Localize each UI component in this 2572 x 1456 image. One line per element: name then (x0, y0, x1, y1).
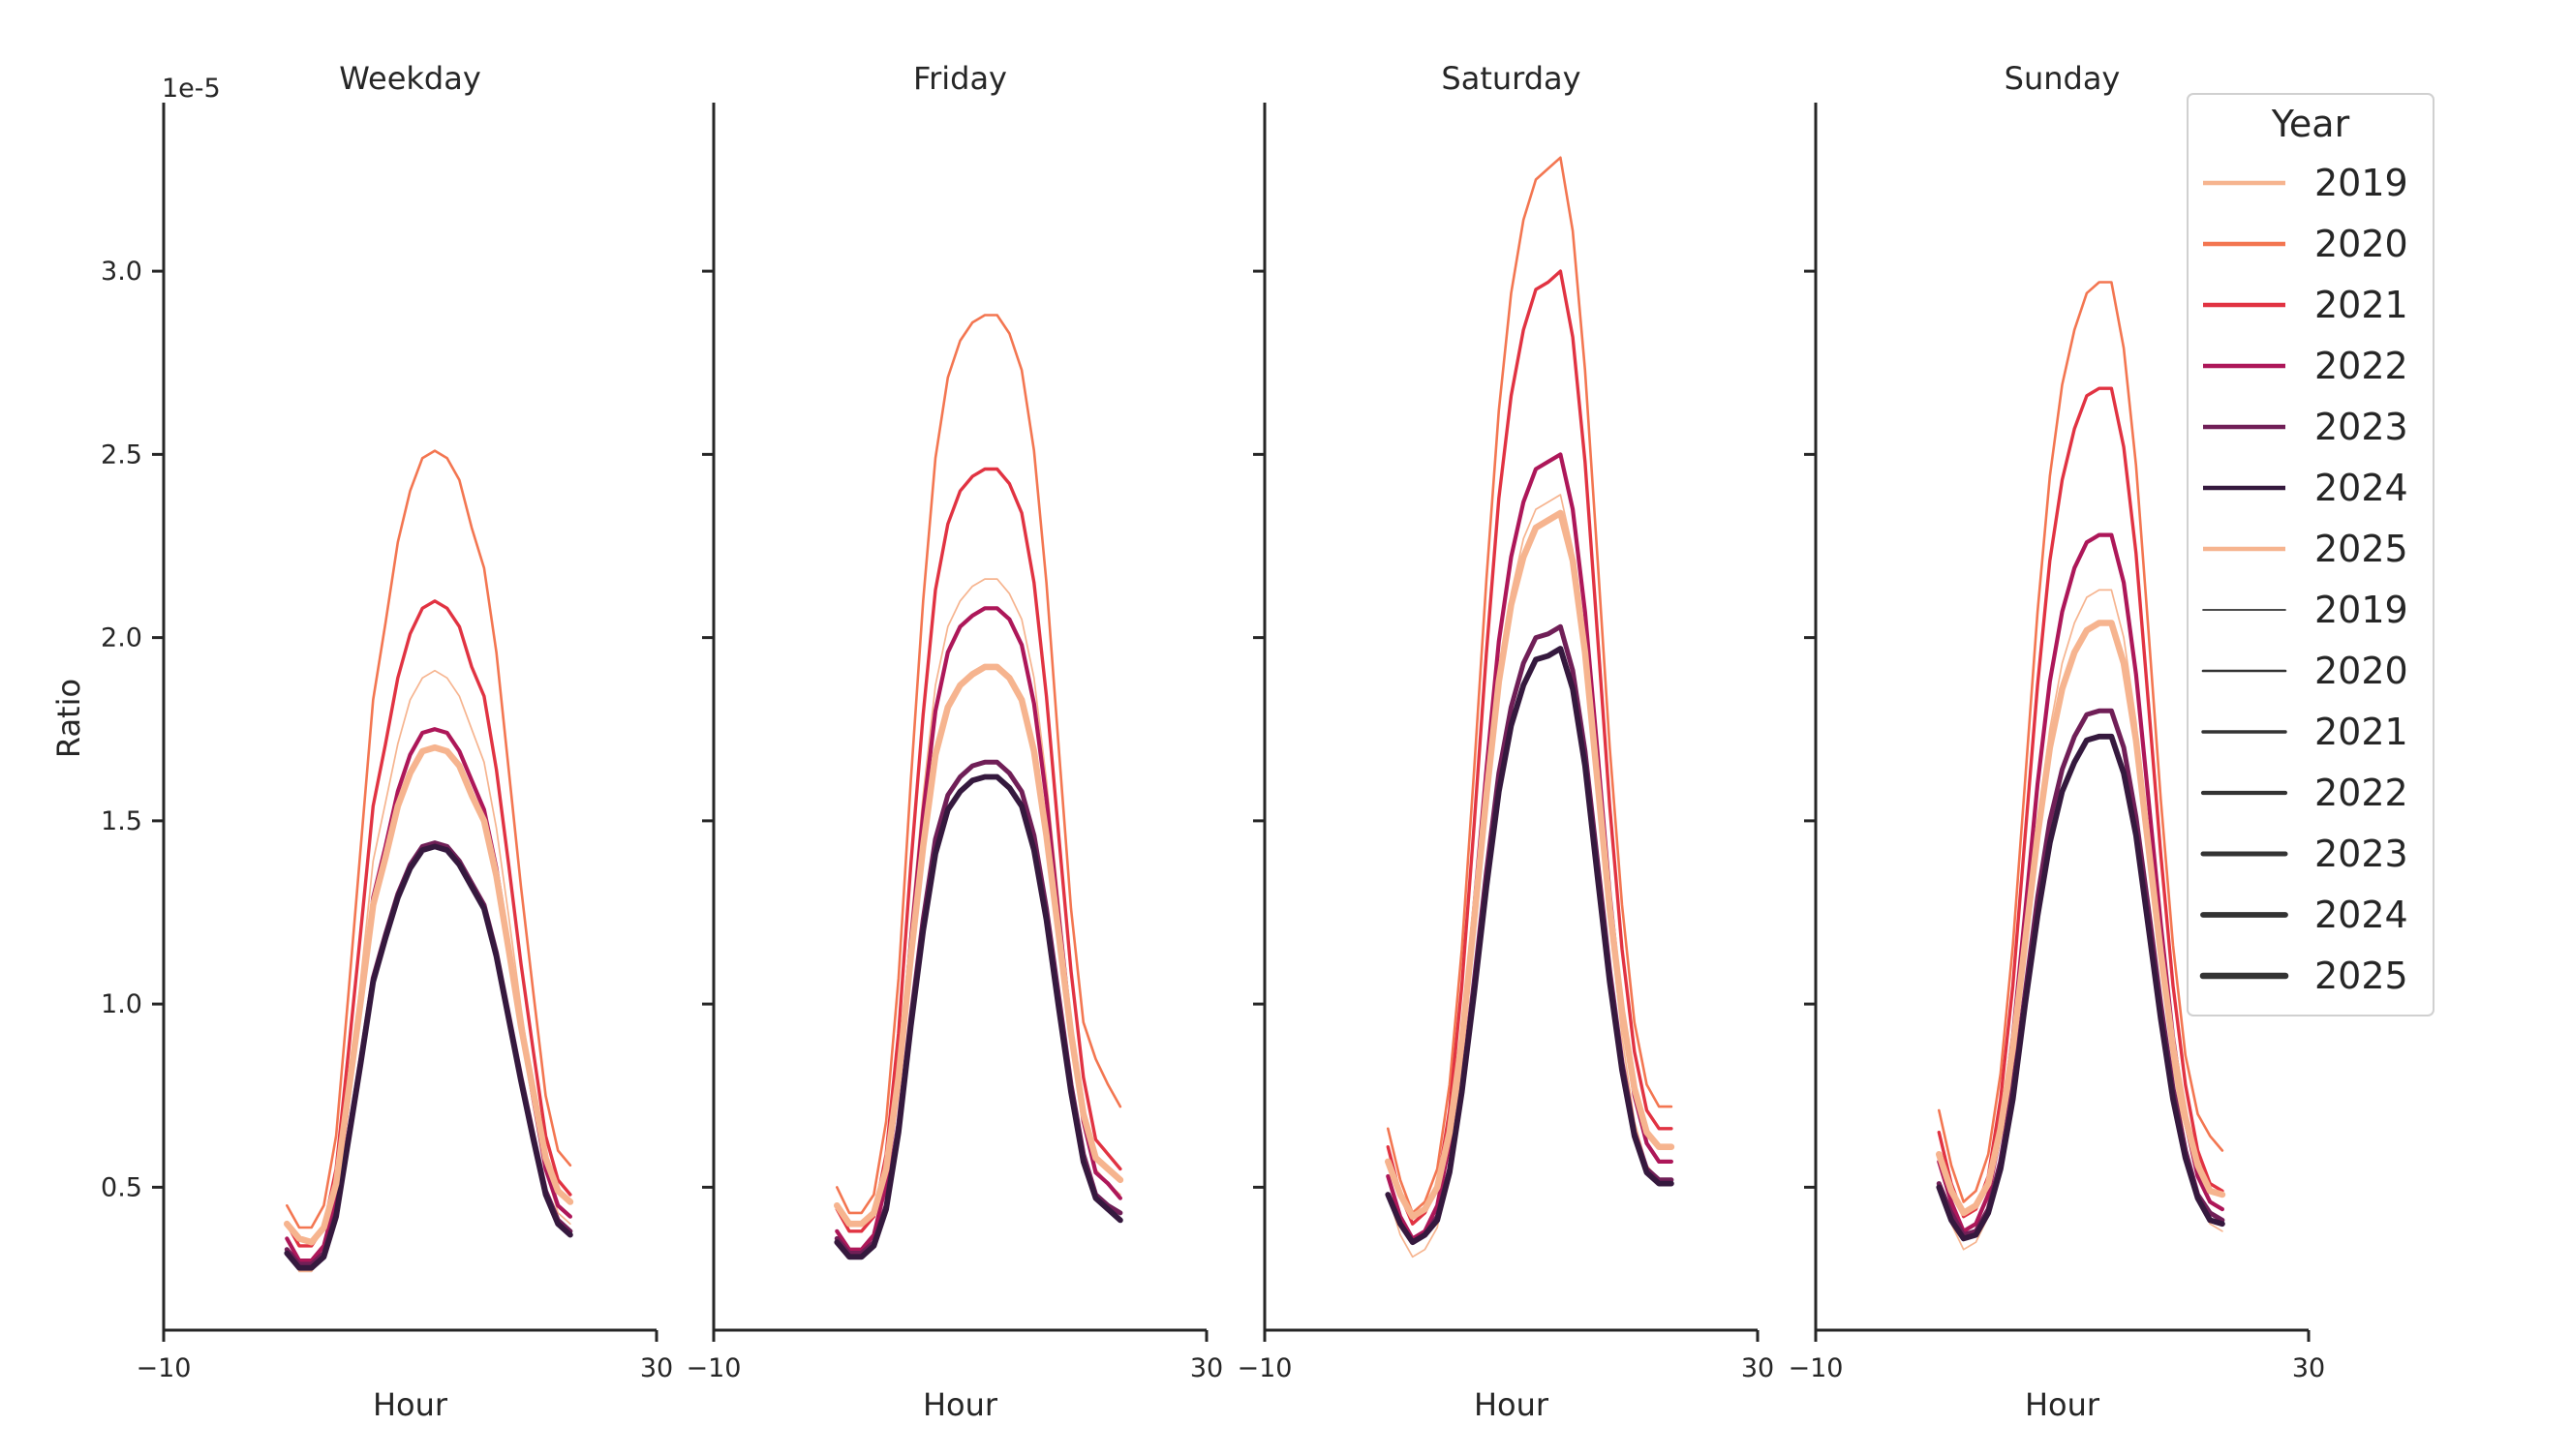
panel-friday: Friday −10 30 Hour (687, 60, 1224, 1423)
legend-label: 2021 (2314, 711, 2408, 753)
x-tick-label: 30 (640, 1353, 673, 1383)
series-line-2024 (1385, 646, 1674, 1246)
legend-label: 2021 (2314, 284, 2408, 326)
y-tick-label: 0.5 (101, 1172, 142, 1202)
panel-title: Sunday (2005, 60, 2121, 97)
series-line-2025 (834, 663, 1124, 1228)
series-line-2023 (834, 759, 1123, 1256)
y-tick-label: 1.5 (101, 806, 142, 836)
series-line-2025 (284, 743, 574, 1246)
series-line-2022 (835, 606, 1122, 1252)
legend-title: Year (2271, 103, 2350, 145)
x-tick-label: 30 (1190, 1353, 1223, 1383)
series-line-2020 (1387, 156, 1673, 1215)
legend-label: 2025 (2314, 528, 2408, 570)
series-line-2021 (285, 599, 572, 1248)
series-line-2025 (1385, 509, 1675, 1220)
legend-label: 2022 (2314, 345, 2408, 387)
series-line-2024 (284, 843, 573, 1271)
x-axis-label: Hour (923, 1386, 998, 1423)
series-line-2020 (286, 449, 572, 1229)
series-line-2019 (1387, 494, 1672, 1259)
legend-label: 2020 (2314, 223, 2408, 265)
series-line-2019 (286, 669, 571, 1273)
series-line-2023 (1936, 708, 2225, 1238)
panel-sunday: Sunday −10 30 Hour (1789, 60, 2326, 1423)
legend-label: 2025 (2314, 955, 2408, 997)
x-tick-label: 30 (1741, 1353, 1774, 1383)
legend-frame (2187, 93, 2434, 1016)
panel-title: Weekday (339, 60, 481, 97)
x-axis-label: Hour (1474, 1386, 1549, 1423)
legend-label: 2022 (2314, 772, 2408, 814)
legend: Year 2019 2020 2021 2022 2023 2024 2025 2019 202… (2187, 93, 2434, 1016)
x-tick-label: 30 (2292, 1353, 2325, 1383)
legend-label: 2024 (2314, 894, 2408, 936)
legend-label: 2023 (2314, 406, 2408, 448)
series-line-2024 (834, 774, 1123, 1260)
legend-label: 2019 (2314, 162, 2408, 204)
series-line-2024 (1936, 733, 2225, 1242)
y-tick-label: 3.0 (101, 257, 142, 287)
x-tick-label: −10 (1789, 1353, 1844, 1383)
series-line-2020 (836, 314, 1122, 1215)
x-tick-label: −10 (137, 1353, 192, 1383)
legend-label: 2019 (2314, 589, 2408, 631)
x-tick-label: −10 (1238, 1353, 1293, 1383)
x-axis-label: Hour (2025, 1386, 2100, 1423)
x-tick-label: −10 (687, 1353, 742, 1383)
legend-label: 2020 (2314, 650, 2408, 692)
y-tick-label: 1.0 (101, 989, 142, 1019)
series-line-2025 (1936, 620, 2226, 1217)
panel-title: Friday (913, 60, 1007, 97)
series-line-2023 (1385, 623, 1674, 1245)
legend-label: 2024 (2314, 467, 2408, 509)
x-axis-label: Hour (373, 1386, 448, 1423)
y-axis-label: Ratio (50, 679, 87, 758)
panel-title: Saturday (1441, 60, 1580, 97)
y-tick-label: 2.0 (101, 623, 142, 653)
y-offset-label: 1e-5 (162, 74, 221, 104)
series-line-2020 (1938, 281, 2224, 1203)
panel-saturday: Saturday −10 30 Hour (1238, 60, 1775, 1423)
series-line-2019 (836, 578, 1121, 1251)
y-tick-label: 2.5 (101, 440, 142, 470)
legend-label: 2023 (2314, 833, 2408, 875)
panel-weekday: Weekday 0.5 1.0 1.5 2.0 2.5 3.0 −10 30 Hour (101, 60, 673, 1423)
series-line-2019 (1938, 589, 2223, 1251)
